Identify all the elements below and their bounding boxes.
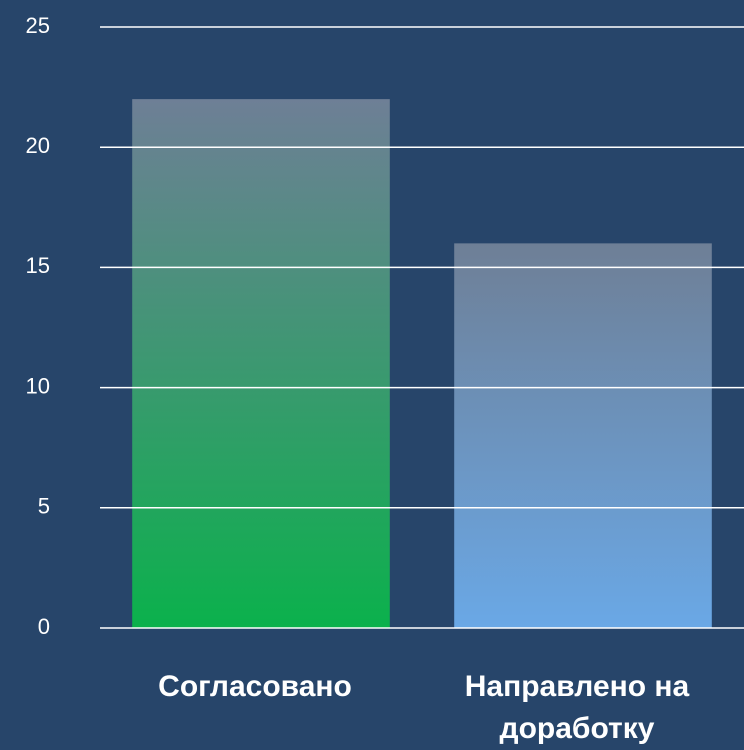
bar (454, 243, 712, 629)
bar (132, 99, 390, 629)
x-tick-label: Согласовано (158, 670, 352, 703)
y-tick-label: 10 (26, 373, 50, 398)
y-tick-label: 0 (38, 614, 50, 639)
y-tick-label: 5 (38, 494, 50, 519)
y-tick-label: 20 (26, 133, 50, 158)
x-tick-label: Направлено на доработку (464, 670, 690, 745)
y-tick-label: 25 (26, 13, 50, 38)
y-tick-label: 15 (26, 253, 50, 278)
